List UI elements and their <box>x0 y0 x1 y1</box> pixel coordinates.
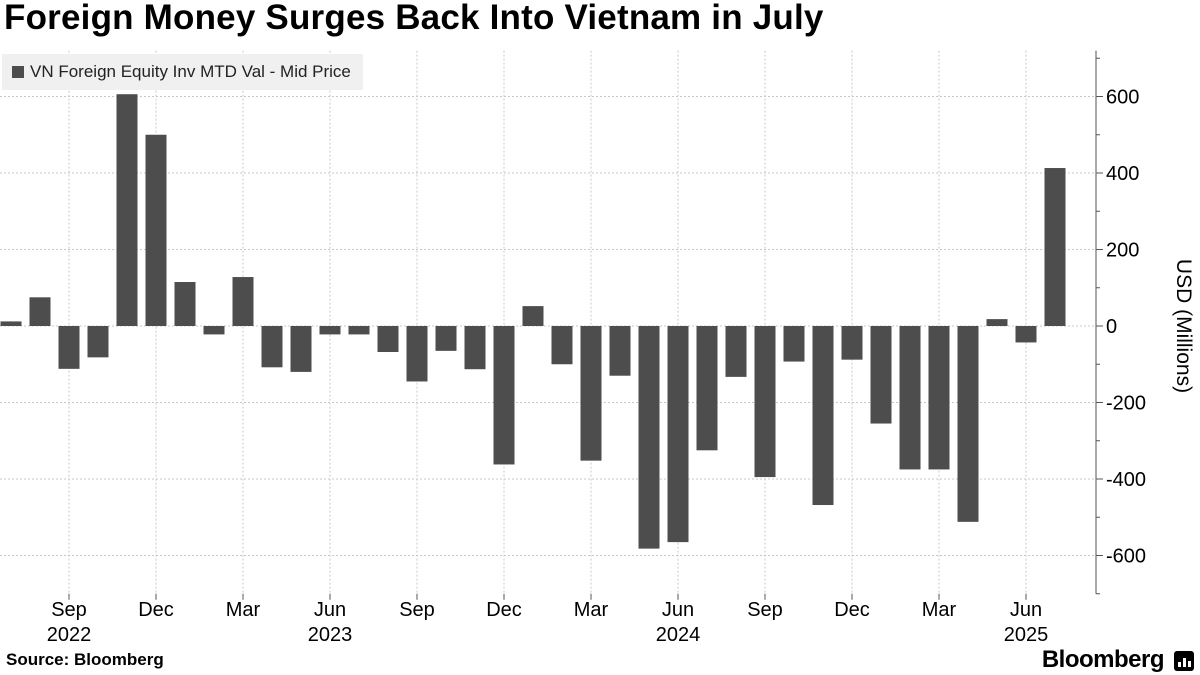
bar-2023-07 <box>348 326 370 335</box>
x-tick-label: Mar <box>574 599 609 621</box>
bar-2023-03 <box>232 277 254 326</box>
bar-2022-12 <box>145 134 167 326</box>
legend: VN Foreign Equity Inv MTD Val - Mid Pric… <box>2 54 363 90</box>
x-tick-label: Dec <box>834 599 870 621</box>
bar-2024-11 <box>812 326 834 506</box>
y-tick-label: 200 <box>1106 240 1139 262</box>
bar-2025-02 <box>899 326 921 470</box>
y-axis: 600 400 200 0 -200 -400 -600 <box>1095 50 1146 595</box>
x-tick-label: Dec <box>138 599 174 621</box>
y-tick-label: -400 <box>1106 469 1146 491</box>
bar-2025-01 <box>870 326 892 424</box>
bar-2023-06 <box>319 326 341 335</box>
bar-2022-09 <box>58 326 80 369</box>
bar-2024-10 <box>783 326 805 362</box>
x-axis: Sep 2022 Dec Mar Jun 2023 Sep Dec Mar Jun 2024 Sep D… <box>47 593 1049 646</box>
legend-swatch <box>12 66 24 78</box>
bar-2023-05 <box>290 326 312 372</box>
bar-2025-04 <box>957 326 979 522</box>
x-tick-label: Jun <box>314 599 346 621</box>
bar-series <box>0 94 1066 549</box>
legend-label: VN Foreign Equity Inv MTD Val - Mid Pric… <box>30 62 351 81</box>
x-tick-label: Sep <box>399 599 435 621</box>
x-year-label: 2023 <box>308 624 353 646</box>
chart-title: Foreign Money Surges Back Into Vietnam i… <box>4 0 824 37</box>
bar-2024-09 <box>754 326 776 478</box>
bar-2022-07 <box>0 321 22 326</box>
bar-2025-05 <box>986 319 1008 326</box>
bar-2023-04 <box>261 326 283 368</box>
bar-2022-10 <box>87 326 109 358</box>
x-tick-label: Mar <box>226 599 261 621</box>
x-tick-label: Jun <box>1010 599 1042 621</box>
bar-2024-01 <box>522 306 544 326</box>
brand-logo-text: Bloomberg <box>1041 646 1165 673</box>
y-axis-label: USD (Millions) <box>1172 259 1195 393</box>
bar-2023-01 <box>174 282 196 326</box>
x-tick-label: Jun <box>662 599 694 621</box>
bar-2024-06 <box>667 326 689 543</box>
x-tick-label: Sep <box>51 599 87 621</box>
bar-2024-08 <box>725 326 747 377</box>
bar-2023-11 <box>464 326 486 370</box>
y-tick-label: 0 <box>1106 316 1117 338</box>
x-tick-label: Mar <box>922 599 957 621</box>
source-note: Source: Bloomberg <box>6 650 164 669</box>
y-tick-label: 400 <box>1106 163 1139 185</box>
bar-2022-11 <box>116 94 138 326</box>
bar-2023-02 <box>203 326 225 335</box>
bar-2024-02 <box>551 326 573 365</box>
bar-2025-07 <box>1044 168 1066 326</box>
x-year-label: 2025 <box>1004 624 1049 646</box>
bar-2025-03 <box>928 326 950 470</box>
bar-2023-12 <box>493 326 515 465</box>
bar-2024-03 <box>580 326 602 461</box>
x-year-label: 2024 <box>656 624 701 646</box>
bar-2023-10 <box>435 326 457 351</box>
bar-2023-08 <box>377 326 399 353</box>
y-tick-label: 600 <box>1106 87 1139 109</box>
x-tick-label: Dec <box>486 599 522 621</box>
bloomberg-logo-icon <box>1174 651 1194 671</box>
x-tick-label: Sep <box>747 599 783 621</box>
x-year-label: 2022 <box>47 624 92 646</box>
y-tick-label: -600 <box>1106 546 1146 568</box>
bar-2024-07 <box>696 326 718 451</box>
bar-2024-12 <box>841 326 863 360</box>
bar-2024-05 <box>638 326 660 549</box>
bar-2025-06 <box>1015 326 1037 343</box>
bar-2022-08 <box>29 297 51 326</box>
bar-2024-04 <box>609 326 631 376</box>
bar-2023-09 <box>406 326 428 382</box>
y-tick-label: -200 <box>1106 393 1146 415</box>
